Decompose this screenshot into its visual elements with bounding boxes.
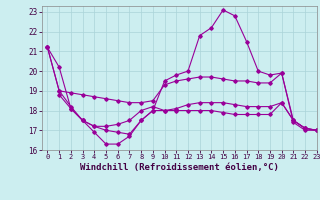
X-axis label: Windchill (Refroidissement éolien,°C): Windchill (Refroidissement éolien,°C) xyxy=(80,163,279,172)
